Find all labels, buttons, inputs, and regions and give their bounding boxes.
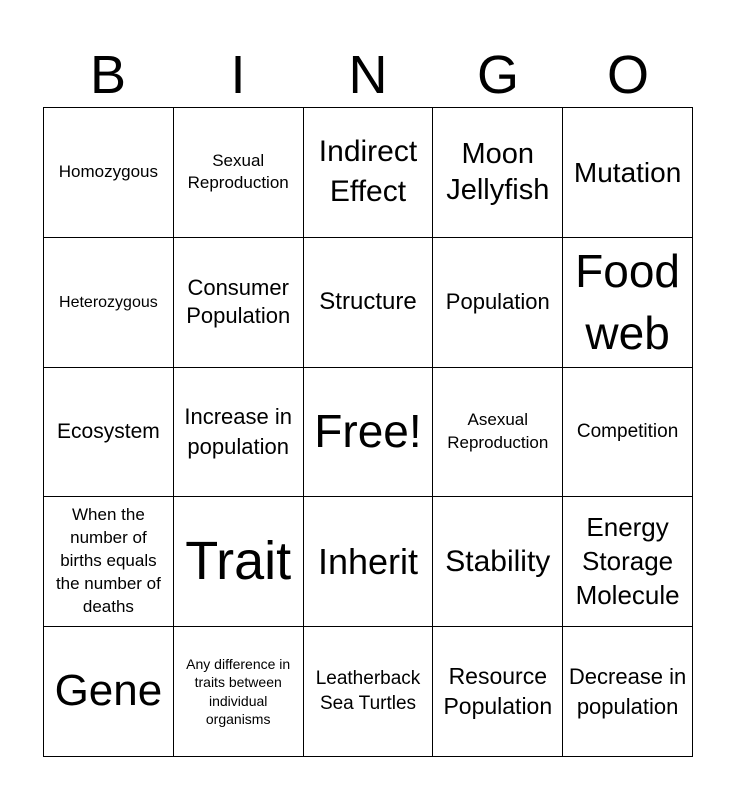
cell-text: Indirect Effect — [318, 134, 418, 209]
bingo-cell[interactable]: Indirect Effect — [303, 108, 434, 238]
header-letter-g: G — [476, 45, 519, 105]
header-letter-i: I — [230, 45, 246, 105]
cell-text: Ecosystem — [57, 420, 160, 444]
bingo-cell[interactable]: Free! — [303, 367, 434, 498]
cell-text: Mutation — [573, 156, 682, 188]
bingo-cell[interactable]: Competition — [563, 367, 693, 498]
cell-text: Resource Population — [443, 662, 553, 719]
cell-text: Inherit — [317, 541, 419, 583]
cell-text: Trait — [185, 531, 292, 592]
cell-text: Heterozygous — [59, 293, 158, 311]
cell-text: Stability — [445, 544, 551, 578]
header-letter-n: N — [348, 45, 388, 105]
bingo-cell[interactable]: Trait — [173, 497, 304, 628]
header-letter-b: B — [89, 45, 127, 105]
bingo-cell[interactable]: Leatherback Sea Turtles — [303, 627, 434, 757]
bingo-cell[interactable]: Sexual Reproduction — [173, 108, 304, 238]
cell-text: Homozygous — [58, 162, 158, 182]
cell-text: Leatherback Sea Turtles — [315, 667, 421, 714]
bingo-cell[interactable]: Energy Storage Molecule — [563, 497, 693, 628]
cell-text: Energy Storage Molecule — [575, 512, 680, 610]
bingo-cell[interactable]: Heterozygous — [44, 237, 174, 368]
bingo-cell[interactable]: Resource Population — [433, 627, 564, 757]
bingo-cell[interactable]: Decrease in population — [563, 627, 693, 757]
cell-text: Increase in population — [184, 404, 292, 459]
cell-text: Asexual Reproduction — [447, 410, 549, 452]
bingo-cell[interactable]: Homozygous — [44, 108, 174, 238]
bingo-cell[interactable]: Consumer Population — [173, 237, 304, 368]
cell-text: Moon Jellyfish — [446, 138, 550, 207]
cell-text: Decrease in population — [568, 663, 687, 719]
bingo-grid: Homozygous Sexual Reproduction Indirect Ef… — [43, 107, 693, 757]
cell-text: Any difference in traits between individ… — [186, 656, 291, 727]
cell-text: Sexual Reproduction — [187, 151, 289, 193]
cell-text: Structure — [319, 287, 417, 315]
bingo-cell[interactable]: Gene — [44, 627, 174, 757]
cell-text: When the number of births equals the num… — [55, 505, 161, 617]
cell-text: Food web — [575, 245, 681, 360]
bingo-header: B I N G O — [43, 40, 693, 110]
header-letter-o: O — [606, 45, 649, 105]
bingo-cell[interactable]: Structure — [303, 237, 434, 368]
cell-text: Consumer Population — [186, 274, 291, 329]
bingo-cell[interactable]: Asexual Reproduction — [433, 367, 564, 498]
bingo-cell[interactable]: Population — [433, 237, 564, 368]
bingo-cell[interactable]: Inherit — [303, 497, 434, 628]
cell-text: Competition — [576, 420, 679, 442]
bingo-cell[interactable]: When the number of births equals the num… — [44, 497, 174, 628]
bingo-cell[interactable]: Ecosystem — [44, 367, 174, 498]
bingo-cell[interactable]: Mutation — [563, 108, 693, 238]
bingo-cell[interactable]: Any difference in traits between individ… — [173, 627, 304, 757]
cell-text: Population — [445, 289, 550, 314]
bingo-cell[interactable]: Increase in population — [173, 367, 304, 498]
bingo-cell[interactable]: Food web — [563, 237, 693, 368]
bingo-cell[interactable]: Stability — [433, 497, 564, 628]
bingo-cell[interactable]: Moon Jellyfish — [433, 108, 564, 238]
cell-text: Free! — [314, 405, 422, 458]
cell-text: Gene — [54, 666, 163, 716]
